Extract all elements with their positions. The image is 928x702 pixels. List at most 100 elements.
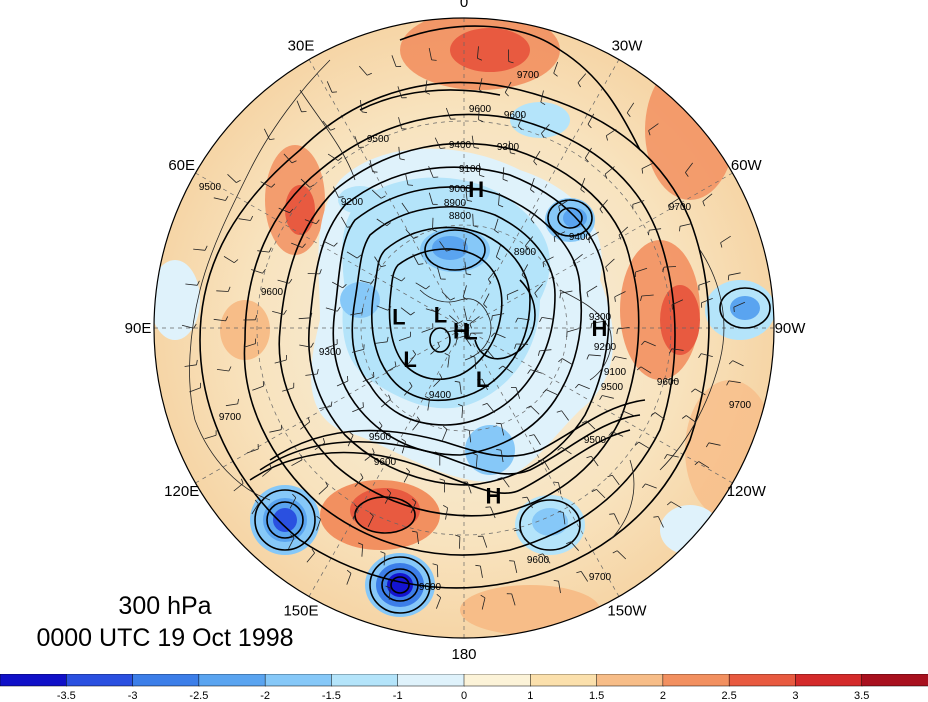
colorbar-swatch (132, 674, 200, 687)
wind-barb (491, 313, 505, 321)
high-center-label: H (591, 316, 607, 341)
wind-barb (634, 441, 650, 449)
pressure-level-title: 300 hPa (118, 592, 212, 620)
wind-barb (405, 173, 414, 186)
wind-barb (605, 258, 615, 272)
wind-barb (357, 542, 364, 557)
wind-barb (469, 316, 480, 329)
wind-barb (479, 163, 485, 178)
wind-barb (262, 464, 272, 477)
contour-value-label: 9600 (374, 457, 397, 468)
wind-barb (462, 285, 468, 301)
wind-barb (648, 123, 659, 136)
wind-barb (498, 365, 513, 374)
wind-barb (318, 481, 329, 495)
wind-barb (314, 437, 326, 451)
wind-barb (668, 198, 679, 210)
wind-barb (641, 483, 657, 489)
wind-barb (632, 200, 645, 210)
wind-barb (352, 402, 364, 413)
wind-barb (332, 281, 347, 289)
wind-barb (354, 135, 364, 148)
wind-barb (635, 267, 648, 277)
colorbar-tick-label: -1.5 (322, 690, 341, 702)
wind-barb (371, 189, 386, 199)
wind-barb (698, 280, 711, 291)
polar-stereographic-map: 9700 9600 9600 9500 9400 9300 9200 9100 9000 8900… (125, 0, 807, 663)
wind-barb (424, 396, 430, 411)
wind-barb (246, 443, 259, 454)
wind-barb (449, 315, 463, 324)
wind-barb (538, 459, 550, 471)
wind-barb (514, 343, 529, 349)
wind-barb (397, 86, 407, 99)
wind-barb (494, 218, 499, 234)
wind-barb (464, 261, 472, 276)
wind-barb (442, 425, 448, 441)
coastlines (189, 59, 725, 541)
wind-barb (326, 81, 338, 93)
wind-barb (291, 454, 303, 467)
wind-barb (443, 505, 448, 520)
wind-barb (477, 378, 488, 390)
wind-barb (558, 358, 573, 365)
colorbar-tick-label: 2 (660, 690, 666, 702)
wind-barb (530, 177, 535, 193)
colorbar-tick-label: -1 (393, 690, 403, 702)
wind-barb (401, 202, 414, 214)
contour-value-label: 9500 (199, 182, 222, 193)
wind-barb (469, 355, 477, 370)
wind-barb (506, 593, 516, 606)
colorbar-swatch (530, 674, 598, 687)
wind-barb (490, 332, 506, 339)
contour-value-label: 9500 (367, 134, 390, 145)
wind-barb (480, 594, 486, 610)
wind-barb (653, 516, 664, 528)
wind-barb (252, 381, 264, 391)
wind-barb (526, 405, 540, 415)
map-border (153, 17, 775, 639)
wind-barb (647, 228, 662, 236)
wind-barb (185, 280, 200, 286)
high-center-label: H (468, 177, 484, 202)
wind-barb (584, 147, 592, 163)
wind-barb (482, 403, 496, 413)
wind-barb (496, 449, 504, 463)
wind-barb (401, 438, 406, 454)
wind-barb (359, 99, 368, 114)
wind-barb (425, 80, 431, 95)
wind-barb (472, 452, 478, 468)
contour-value-label: 9700 (517, 70, 540, 81)
wind-barb (515, 317, 530, 323)
wind-barb (514, 529, 526, 541)
wind-barb (705, 442, 721, 448)
wind-barb (471, 135, 479, 149)
wind-barb (626, 102, 635, 117)
colorbar-swatch (861, 674, 928, 687)
wind-barb (421, 323, 434, 333)
wind-barb (527, 369, 543, 374)
contour-value-label: 9700 (589, 572, 612, 583)
wind-barb (227, 174, 241, 183)
wind-barb (636, 366, 652, 374)
longitude-label: 30W (612, 38, 644, 55)
wind-barb (591, 489, 606, 499)
wind-barb (445, 325, 459, 333)
colorbar-swatch (662, 674, 730, 687)
longitude-label: 180 (451, 646, 476, 663)
wind-barb (346, 251, 362, 259)
wind-barb (374, 256, 386, 268)
colorbar-tick-label: 0 (461, 690, 467, 702)
wind-barb (325, 339, 338, 349)
wind-barb (566, 328, 579, 338)
colorbar-tick-label: 2.5 (721, 690, 736, 702)
wind-barb (369, 159, 378, 173)
contour-value-label: 9600 (469, 104, 492, 115)
colorbar-swatch (596, 674, 664, 687)
wind-barb (403, 467, 411, 483)
contour-value-label: 9500 (369, 432, 392, 443)
wind-barb (243, 338, 256, 348)
wind-barb (556, 410, 569, 421)
colorbar-tick-label: -2 (260, 690, 270, 702)
wind-barb (296, 100, 307, 113)
